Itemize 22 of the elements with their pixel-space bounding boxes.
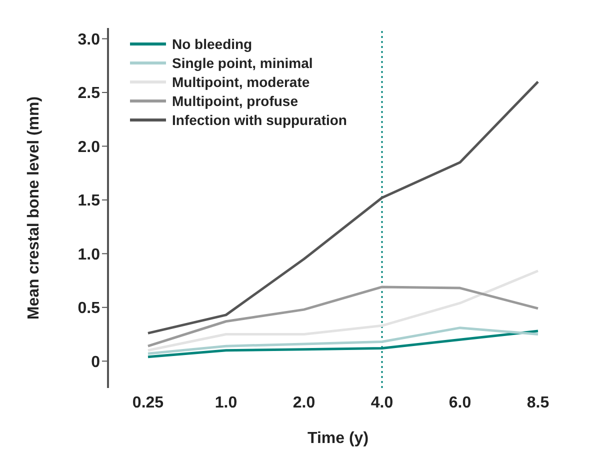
legend-label: Multipoint, moderate	[172, 74, 310, 90]
x-tick-label: 0.25	[132, 394, 164, 412]
y-tick-label: 2.0	[78, 138, 100, 156]
y-tick-label: 1.0	[78, 246, 100, 264]
legend-label: No bleeding	[172, 36, 252, 52]
y-tick-label: 2.5	[78, 85, 100, 102]
line-series	[146, 286, 540, 348]
y-tick-label: 1.5	[78, 192, 100, 210]
x-tick-label: 4.0	[370, 394, 394, 412]
x-tick-label: 8.5	[526, 394, 550, 412]
x-tick-label: 6.0	[448, 394, 472, 412]
y-tick-label: 3.0	[78, 31, 100, 48]
x-axis-title: Time (y)	[307, 430, 369, 447]
legend-label: Infection with suppuration	[172, 112, 347, 128]
line-series	[146, 270, 540, 352]
y-tick-label: 0.5	[78, 300, 100, 318]
x-tick-label: 2.0	[292, 394, 316, 412]
legend-label: Single point, minimal	[172, 55, 313, 71]
legend-label: Multipoint, profuse	[172, 93, 298, 109]
y-axis-title: Mean crestal bone level (mm)	[26, 96, 43, 320]
y-tick-label: 0	[91, 354, 100, 371]
x-tick-label: 1.0	[214, 394, 238, 412]
